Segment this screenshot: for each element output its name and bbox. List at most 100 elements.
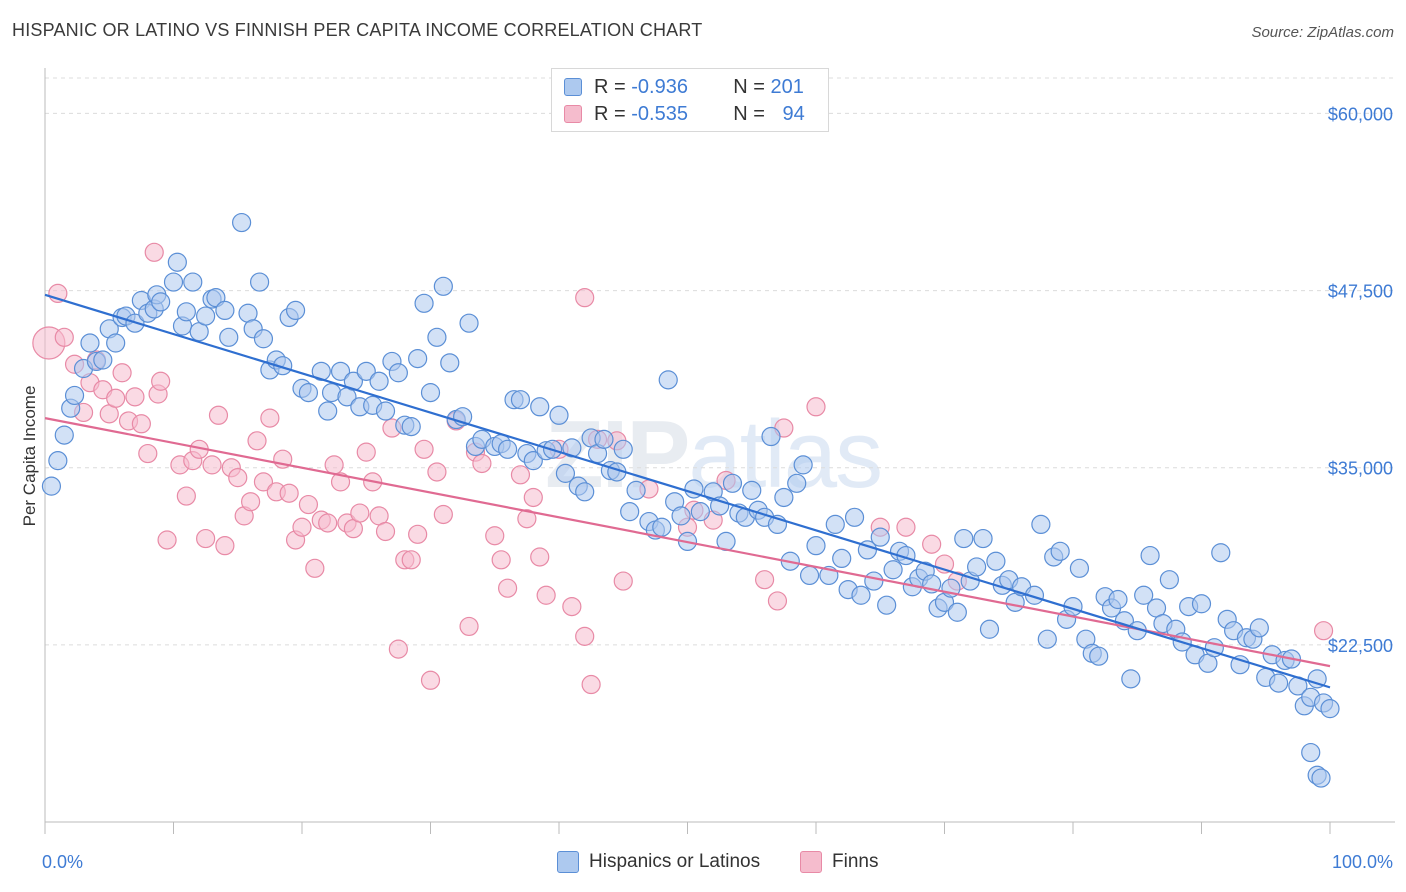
hispanic-point xyxy=(1140,545,1160,566)
finns-point xyxy=(228,468,248,488)
finns-point xyxy=(388,639,408,659)
hispanic-point xyxy=(151,292,171,312)
hispanic-swatch xyxy=(564,78,582,96)
finns-point xyxy=(131,414,151,434)
hispanic-point xyxy=(1031,514,1051,535)
hispanic-point xyxy=(844,507,865,527)
hispanic-point xyxy=(414,293,434,313)
finns-point xyxy=(491,550,511,570)
r-value: -0.535 xyxy=(631,102,688,125)
hispanic-point xyxy=(64,385,85,406)
hispanic-point xyxy=(369,371,389,391)
legend-item-hispanic: Hispanics or Latinos xyxy=(557,851,760,873)
hispanic-point xyxy=(1211,543,1231,563)
finns-point xyxy=(562,596,582,617)
hispanic-point xyxy=(864,571,884,591)
finns-point xyxy=(806,397,826,417)
hispanic-point xyxy=(658,370,678,390)
finns-point xyxy=(536,585,556,605)
finns-point xyxy=(196,528,216,549)
finns-point xyxy=(375,521,396,542)
source-label: Source: ZipAtlas.com xyxy=(1251,24,1394,41)
finns-point xyxy=(575,288,595,308)
hispanic-point xyxy=(973,528,993,549)
hispanic-point xyxy=(440,353,460,373)
hispanic-point xyxy=(742,480,762,500)
hispanic-point xyxy=(947,602,967,622)
finns-swatch xyxy=(564,105,582,123)
finns-point xyxy=(517,509,537,529)
n-value: 201 xyxy=(770,75,804,98)
finns-point xyxy=(350,503,370,523)
hispanic-point xyxy=(498,439,518,459)
hispanic-point xyxy=(671,506,691,526)
hispanic-point xyxy=(555,463,576,483)
hispanic-point xyxy=(1320,699,1340,719)
hispanic-point xyxy=(1191,594,1212,614)
finns-point xyxy=(408,524,428,544)
hispanic-point xyxy=(1037,629,1057,649)
hispanic-point xyxy=(690,502,710,522)
finns-point xyxy=(298,494,319,515)
finns-point xyxy=(279,483,299,503)
y-tick-label: $47,500 xyxy=(1328,282,1393,302)
stats-row-hispanic: R = -0.936 N = 201 xyxy=(564,74,804,100)
hispanic-point xyxy=(1301,742,1321,763)
finns-point xyxy=(305,558,325,578)
hispanic-point xyxy=(1307,669,1327,689)
finns-point xyxy=(324,455,344,475)
hispanic-point xyxy=(1159,570,1179,590)
finns-point xyxy=(523,487,543,508)
hispanic-point xyxy=(196,306,216,326)
hispanic-point xyxy=(1121,669,1141,689)
finns-trend-line xyxy=(44,417,1331,668)
hispanic-point xyxy=(219,327,239,347)
hispanic-point xyxy=(883,560,903,580)
hispanic-point xyxy=(427,327,447,347)
finns-point xyxy=(157,530,177,550)
hispanic-point xyxy=(420,383,441,403)
hispanic-point xyxy=(48,451,68,471)
hispanic-point xyxy=(620,502,640,522)
hispanic-point xyxy=(401,417,421,437)
hispanic-point xyxy=(298,383,319,403)
axis-labels: $22,500 $35,000 $47,500 $60,000 0.0% 100.0% Pe… xyxy=(20,104,1393,872)
legend-item-finns: Finns xyxy=(800,851,878,873)
finns-point xyxy=(260,408,280,428)
finns-point xyxy=(427,462,447,482)
hispanic-point xyxy=(330,361,351,381)
finns-point xyxy=(472,453,492,474)
hispanic-point xyxy=(1134,585,1154,605)
hispanic-points xyxy=(41,212,1340,788)
legend-hispanic-label: Hispanics or Latinos xyxy=(589,851,761,872)
chart-title: HISPANIC OR LATINO VS FINNISH PER CAPITA… xyxy=(12,20,703,40)
hispanic-point xyxy=(215,300,235,321)
hispanic-point xyxy=(787,473,807,493)
n-value: 94 xyxy=(782,102,805,125)
y-tick-label: $60,000 xyxy=(1328,104,1393,124)
hispanic-point xyxy=(523,451,543,471)
hispanic-point xyxy=(799,565,820,586)
finns-point xyxy=(330,472,351,492)
hispanic-point xyxy=(851,585,871,605)
hispanic-point xyxy=(375,401,396,421)
hispanic-point xyxy=(549,405,569,425)
finns-point xyxy=(459,616,479,637)
hispanic-point xyxy=(613,439,633,459)
hispanic-point xyxy=(1069,558,1090,578)
hispanic-point xyxy=(54,425,74,445)
finns-points xyxy=(32,242,1334,695)
hispanic-point xyxy=(232,212,252,233)
finns-point xyxy=(767,591,788,611)
x-tick-label: 100.0% xyxy=(1332,852,1393,872)
hispanic-point xyxy=(1268,673,1289,693)
hispanic-point xyxy=(388,363,408,383)
hispanic-point xyxy=(408,348,428,369)
hispanic-point xyxy=(793,455,813,475)
hispanic-point xyxy=(575,482,595,502)
legend-finns-swatch xyxy=(800,851,822,873)
hispanic-point xyxy=(253,329,274,349)
hispanic-trend-line xyxy=(44,293,1331,689)
hispanic-point xyxy=(93,350,113,370)
grid-lines xyxy=(45,77,1395,646)
